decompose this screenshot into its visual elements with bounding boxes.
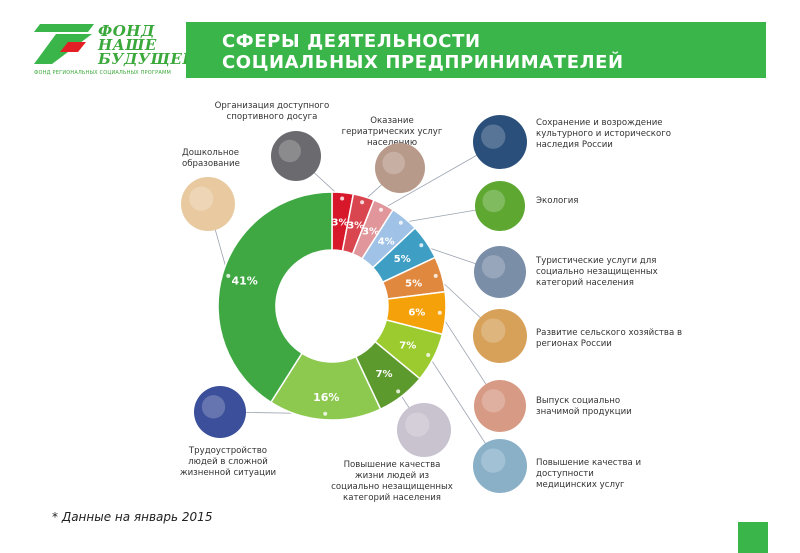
photo-geriatric bbox=[375, 143, 425, 193]
value-label-ecology: 4% bbox=[378, 237, 395, 248]
value-label-sport: 3% bbox=[332, 217, 349, 228]
page-title: СФЕРЫ ДЕЯТЕЛЬНОСТИ СОЦИАЛЬНЫХ ПРЕДПРИНИМ… bbox=[222, 31, 624, 73]
callout-dot-ecology bbox=[398, 220, 403, 225]
label-medical: Повышение качества и доступности медицин… bbox=[536, 458, 642, 490]
callout-dot-agriculture bbox=[433, 273, 438, 278]
label-agriculture: Развитие сельского хозяйства в регионах … bbox=[536, 328, 683, 349]
label-employment: Трудоустройство людей в сложной жизненно… bbox=[179, 446, 277, 478]
callout-dot-heritage bbox=[379, 207, 384, 212]
label-tourism: Туристические услуги для социально незащ… bbox=[536, 256, 658, 288]
donut-slice-preschool bbox=[217, 191, 333, 404]
logo-mark bbox=[34, 24, 94, 64]
label-heritage: Сохранение и возрождение культурного и и… bbox=[536, 118, 672, 150]
callout-dot-preschool bbox=[226, 273, 231, 278]
footnote: * Данные на январь 2015 bbox=[52, 510, 213, 524]
callout-dot-employment bbox=[323, 411, 328, 416]
value-label-medical: 7% bbox=[399, 341, 416, 352]
photo-heritage bbox=[473, 115, 527, 169]
label-quality-of-life: Повышение качества жизни людей из социал… bbox=[331, 460, 453, 503]
logo-tagline: ФОНД РЕГИОНАЛЬНЫХ СОЦИАЛЬНЫХ ПРОГРАММ bbox=[34, 70, 172, 76]
label-preschool: Дошкольное образование bbox=[182, 148, 240, 169]
logo-text: ФОНД НАШЕ БУДУЩЕЕ bbox=[98, 22, 195, 68]
corner-square bbox=[738, 522, 768, 553]
value-label-employment: 16% bbox=[313, 391, 339, 404]
callout-dot-sport bbox=[340, 196, 345, 201]
callout-dot-medical bbox=[426, 353, 431, 358]
value-label-geriatric: 3% bbox=[347, 220, 364, 231]
label-sport: Организация доступного спортивного досуг… bbox=[214, 101, 330, 122]
label-geriatric: Оказание гериатрических услуг населению bbox=[341, 116, 443, 148]
photo-agriculture bbox=[473, 309, 527, 363]
value-label-heritage: 3% bbox=[362, 226, 379, 237]
callout-dot-products bbox=[437, 310, 442, 315]
title-bar: СФЕРЫ ДЕЯТЕЛЬНОСТИ СОЦИАЛЬНЫХ ПРЕДПРИНИМ… bbox=[186, 22, 766, 78]
callout-dot-tourism bbox=[419, 243, 424, 248]
photo-sport bbox=[271, 131, 321, 181]
callout-dot-quality-of-life bbox=[396, 389, 401, 394]
photo-preschool bbox=[181, 177, 235, 231]
photo-tourism bbox=[474, 246, 526, 298]
photo-quality-of-life bbox=[397, 403, 451, 457]
photo-medical bbox=[473, 439, 527, 493]
logo: ФОНД НАШЕ БУДУЩЕЕ ФОНД РЕГИОНАЛЬНЫХ СОЦИ… bbox=[34, 22, 194, 84]
value-label-preschool: 41% bbox=[231, 275, 257, 288]
value-label-products: 6% bbox=[408, 307, 425, 318]
label-products: Выпуск социально значимой продукции bbox=[536, 396, 632, 417]
photo-ecology bbox=[475, 181, 525, 231]
value-label-tourism: 5% bbox=[394, 254, 411, 265]
callout-dot-geriatric bbox=[360, 200, 365, 205]
photo-products bbox=[474, 380, 526, 432]
label-ecology: Экология bbox=[536, 196, 579, 206]
photo-employment bbox=[194, 386, 246, 438]
value-label-quality-of-life: 7% bbox=[376, 369, 393, 380]
value-label-agriculture: 5% bbox=[405, 278, 422, 289]
